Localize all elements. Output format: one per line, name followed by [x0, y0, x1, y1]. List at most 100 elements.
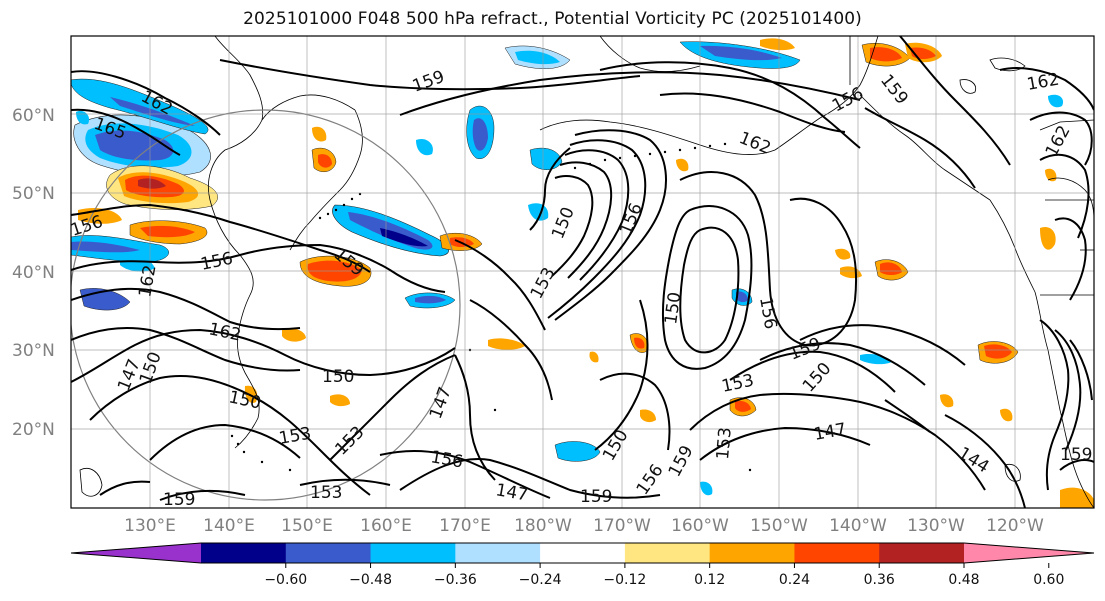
contour-line	[864, 107, 976, 189]
contour-line	[559, 161, 613, 279]
contour-line	[529, 147, 571, 231]
contour-line	[454, 354, 496, 481]
border	[1039, 119, 1094, 131]
lat-label: 60°N	[12, 106, 55, 126]
map-frame	[70, 35, 1095, 509]
pv-positive-area	[589, 351, 599, 363]
pv-positive-area	[488, 338, 525, 350]
contour-line	[89, 375, 371, 496]
contour-line	[944, 414, 1026, 508]
pv-negative-area	[515, 50, 560, 65]
pv-positive-area	[676, 158, 689, 172]
colorbar: −0.60 −0.48 −0.36 −0.24 −0.12 0.12 0.24 0.36 0.4…	[70, 542, 1095, 588]
lon-label: 170°W	[593, 516, 651, 536]
contour-label: 159	[580, 487, 612, 507]
pv-negative-area	[700, 45, 782, 61]
colorbar-segment	[624, 543, 711, 563]
colorbar-tick-label: 0.48	[948, 572, 979, 588]
lon-label: 140°E	[203, 516, 255, 536]
pv-negative-area	[860, 353, 892, 365]
colorbar-segment	[370, 543, 456, 563]
pv-positive-area	[940, 394, 954, 408]
lon-label: 180°W	[514, 516, 572, 536]
contour-line	[1059, 459, 1094, 471]
gridlines	[71, 36, 1094, 508]
colorbar-tick-label: −0.12	[603, 572, 646, 588]
pv-positive-area	[760, 38, 795, 51]
colorbar-segment	[879, 543, 965, 563]
contour-line	[679, 226, 740, 354]
longitude-labels: 130°E 140°E 150°E 160°E 170°E 180°W 170°…	[124, 516, 1044, 536]
colorbar-tick-label: −0.60	[264, 572, 307, 588]
coastline	[339, 109, 363, 191]
pv-negative-area	[416, 138, 433, 156]
radius-circle	[71, 109, 461, 501]
coastline	[237, 294, 251, 379]
contour-line	[1039, 153, 1090, 239]
contour-line	[71, 287, 301, 331]
contour-line	[659, 92, 846, 133]
contour-line	[699, 426, 871, 461]
contour-line	[71, 243, 446, 293]
pv-negative-area	[120, 253, 155, 272]
contour-line	[99, 480, 151, 496]
contour-line	[469, 299, 553, 401]
latitude-labels: 60°N 50°N 40°N 30°N 20°N	[12, 106, 55, 440]
contour-line	[399, 458, 661, 499]
pv-positive-area	[318, 154, 332, 168]
pv-negative-area	[1048, 94, 1064, 108]
colorbar-tick-label: 0.24	[779, 572, 810, 588]
pv-negative-area	[736, 291, 748, 303]
lon-label: 130°E	[124, 516, 176, 536]
contour-line	[71, 328, 456, 383]
lon-label: 120°W	[986, 516, 1044, 536]
colorbar-extend-high	[964, 543, 1094, 563]
colorbar-tick-label: 0.36	[864, 572, 895, 588]
contour-line	[1069, 339, 1093, 401]
pv-positive-area	[138, 178, 166, 189]
pv-positive-area	[835, 248, 851, 260]
contour-label: 153	[713, 426, 736, 460]
contour-line	[454, 239, 546, 331]
pv-positive-area	[634, 337, 645, 349]
contour-label: 159	[163, 490, 195, 510]
contour-line	[689, 392, 986, 491]
contour-line	[729, 350, 896, 393]
coastline	[774, 36, 879, 151]
contour-label: 150	[322, 367, 354, 387]
lon-label: 140°W	[829, 516, 887, 536]
pv-positive-area	[735, 400, 751, 412]
coastline	[79, 468, 103, 497]
colorbar-segment	[455, 543, 541, 563]
borders	[849, 36, 1094, 296]
coastline	[539, 119, 776, 155]
coastline	[234, 377, 260, 449]
contour-line	[599, 372, 671, 451]
pv-positive-area	[1040, 226, 1056, 250]
colorbar-outline	[70, 542, 1095, 564]
pv-negative-area	[71, 241, 140, 253]
pv-negative-area	[472, 118, 488, 151]
pv-negative-area	[554, 441, 601, 462]
pv-positive-area	[1060, 487, 1094, 508]
contour-line	[71, 327, 301, 372]
pv-negative-area	[700, 481, 713, 496]
lon-label: 130°W	[907, 516, 965, 536]
lat-label: 20°N	[12, 420, 55, 440]
contour-line	[594, 299, 649, 451]
contour-line	[564, 149, 630, 281]
contour-line	[899, 36, 1011, 166]
lon-label: 150°E	[281, 516, 333, 536]
pv-positive-area	[1000, 408, 1013, 422]
refractivity-contours	[71, 36, 1094, 508]
colorbar-tick-label: 0.12	[694, 572, 725, 588]
contour-line	[71, 70, 221, 136]
contour-line	[299, 478, 391, 486]
colorbar-tick-label: 0.60	[1033, 572, 1064, 588]
map-title: 2025101000 F048 500 hPa refract., Potent…	[243, 9, 862, 29]
coastline	[1034, 291, 1094, 508]
colorbar-tick-label: −0.36	[434, 572, 477, 588]
contour-line	[759, 342, 926, 386]
colorbar-tick-label: −0.48	[349, 572, 392, 588]
